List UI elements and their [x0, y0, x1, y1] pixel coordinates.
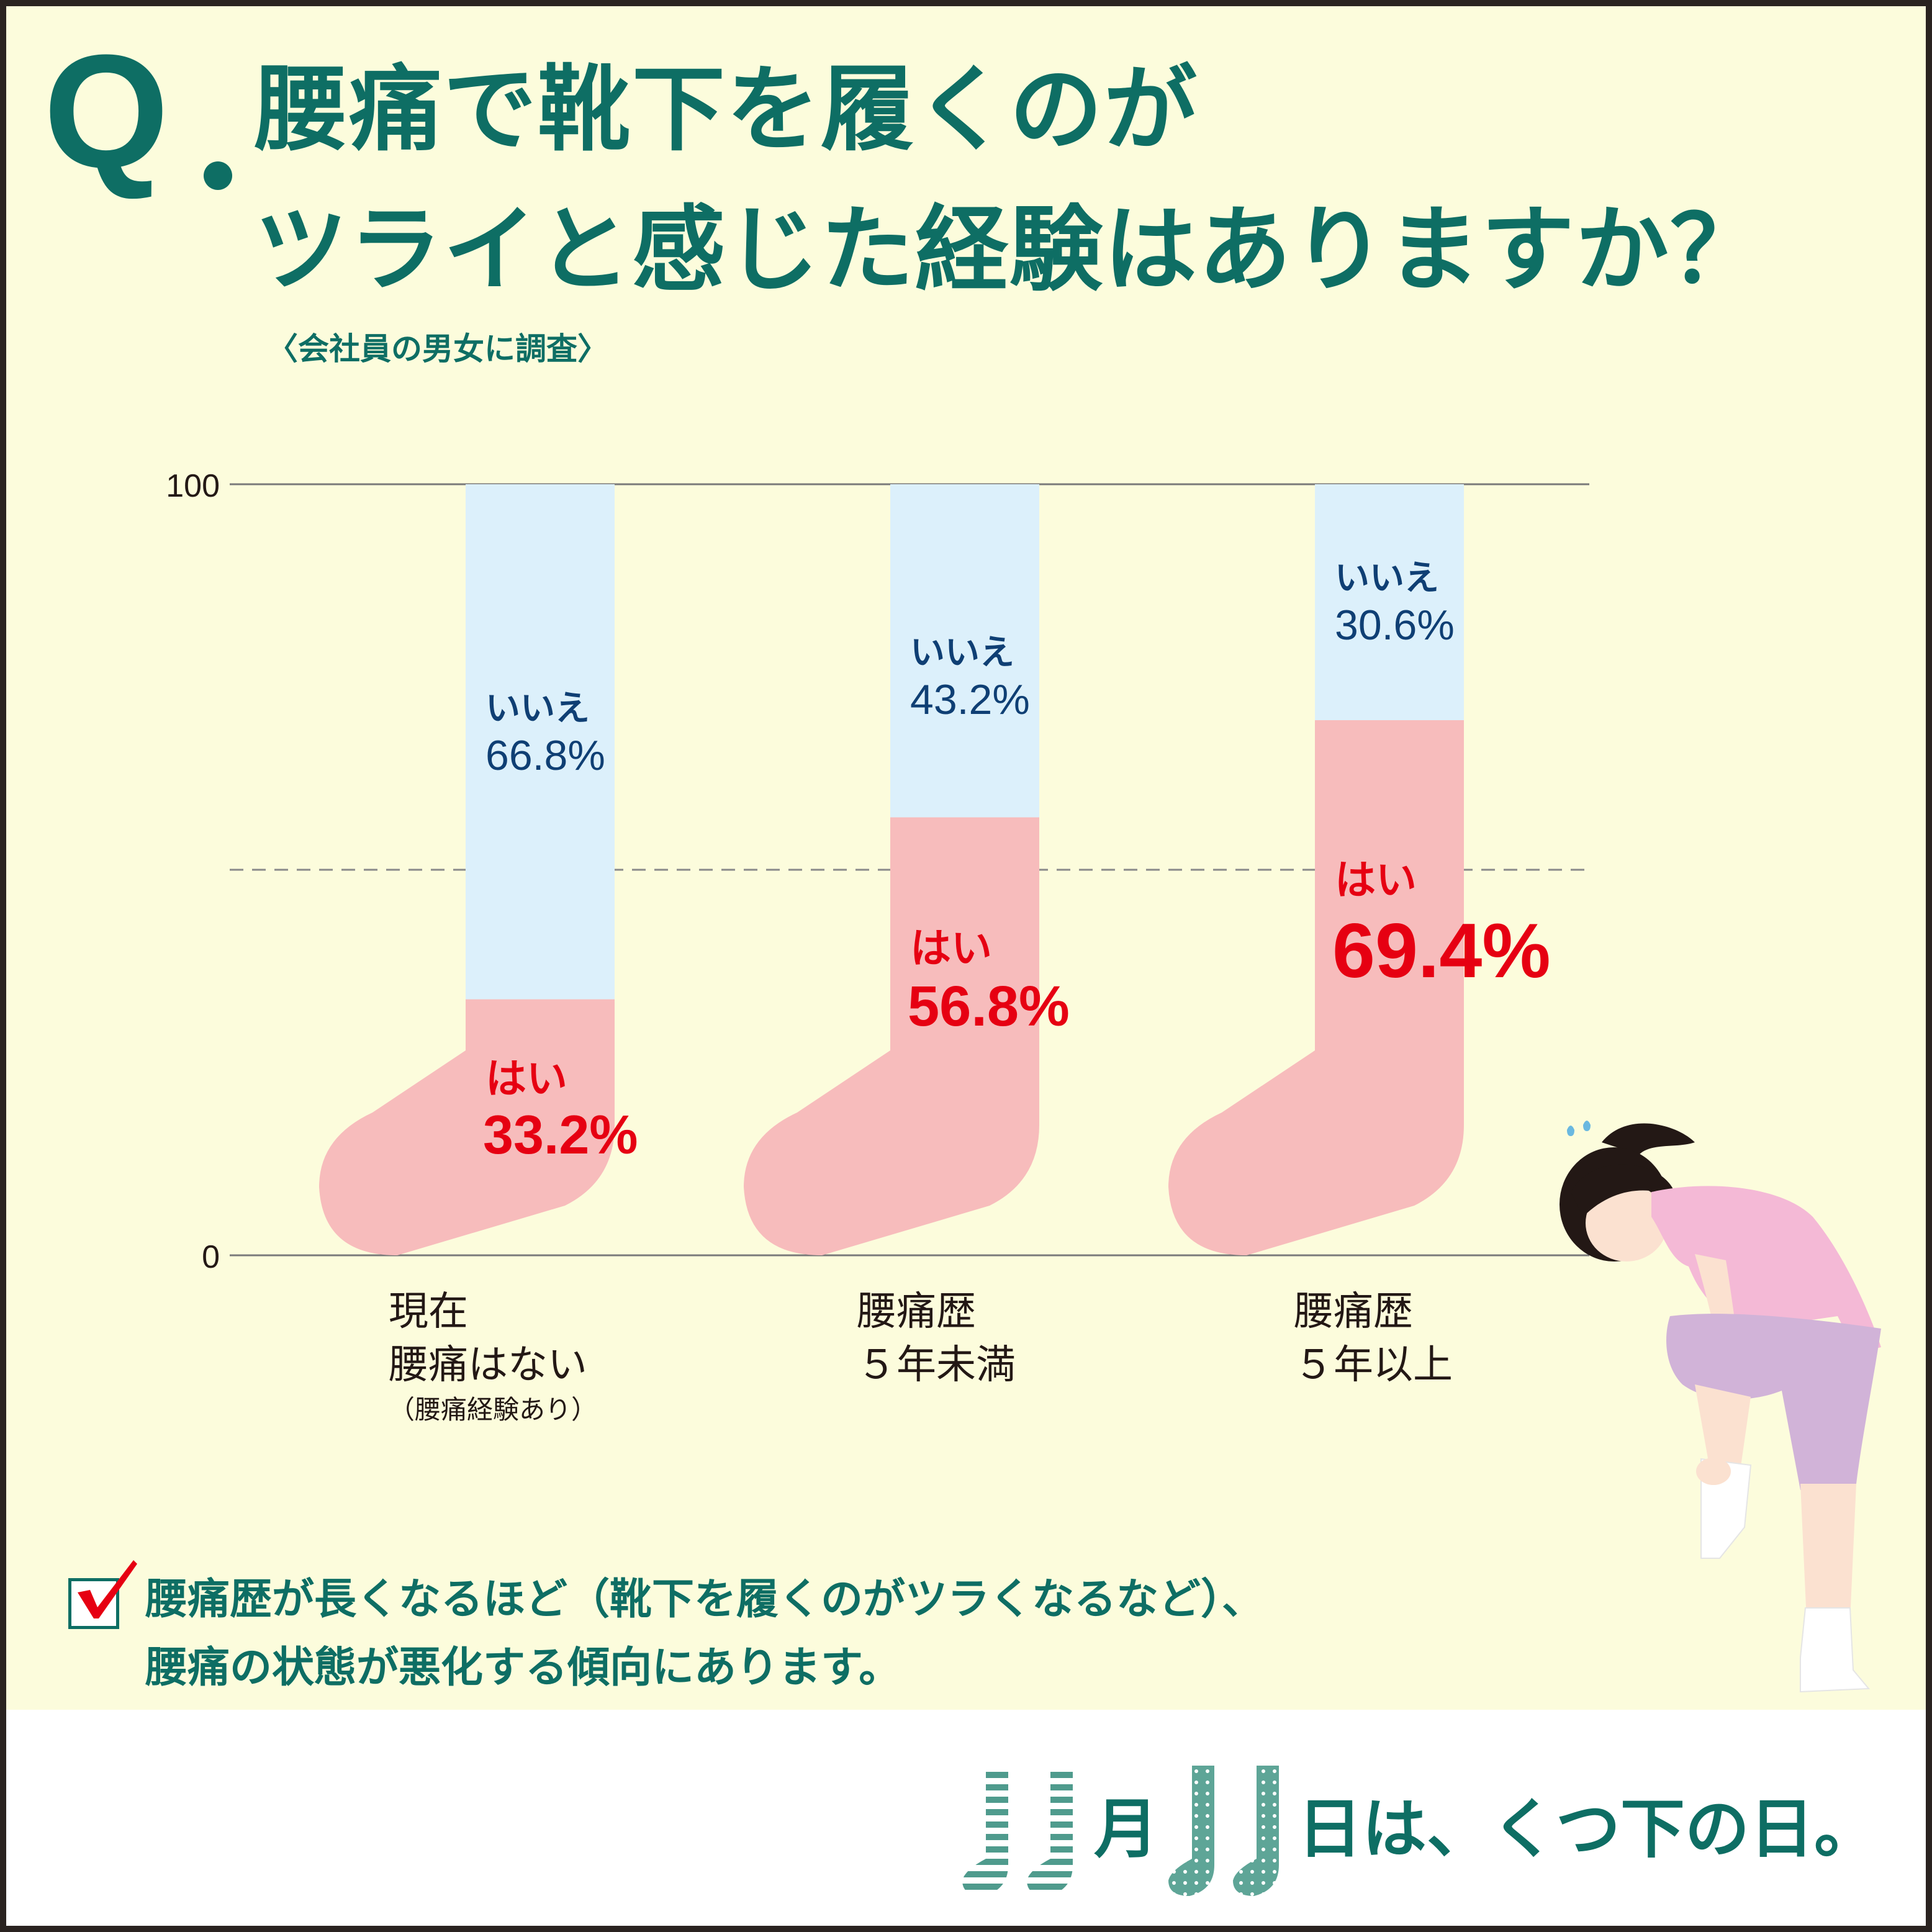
sock-icon-dotted-1 — [1168, 1766, 1214, 1896]
category-label-line2: ５年未満 — [857, 1342, 1016, 1389]
bar-segment-yes — [890, 817, 1039, 1088]
category-label-under-5-years: 腰痛歴 ５年未満 — [857, 1285, 1016, 1393]
category-label-line1: 腰痛歴 — [1294, 1289, 1413, 1335]
survey-subtitle: 〈会社員の男女に調査〉 — [267, 331, 608, 367]
note-line-1: 腰痛歴が長くなるほど（靴下を履くのがツラくなるなど）、 — [145, 1575, 1265, 1624]
category-label-note: （腰痛経験あり） — [389, 1394, 598, 1425]
category-label-no-pain: 現在 腰痛はない （腰痛経験あり） — [389, 1285, 597, 1427]
question-dot — [204, 161, 232, 190]
bar-segment-no — [1315, 484, 1464, 721]
series-label-no: いいえ — [1335, 558, 1439, 598]
category-label-line2: 腰痛はない — [389, 1342, 587, 1389]
data-label-no: 30.6% — [1335, 602, 1455, 649]
sock-icon-striped-1 — [962, 1766, 1008, 1896]
woman-putting-on-sock-illustration — [1560, 1121, 1881, 1693]
bar-segment-yes — [466, 999, 615, 1088]
y-tick-label: 100 — [166, 468, 220, 504]
y-tick-label: 0 — [202, 1239, 220, 1275]
checkbox-icon — [68, 1560, 137, 1629]
sock-foot-yes — [744, 1050, 1039, 1255]
series-label-yes: はい — [485, 1055, 567, 1103]
category-label-over-5-years: 腰痛歴 ５年以上 — [1294, 1285, 1453, 1393]
data-label-yes: 69.4% — [1332, 908, 1551, 994]
sock-bar-chart: 1000いいえ66.8%はい33.2%いいえ43.2%はい56.8%いいえ30.… — [166, 468, 1589, 1275]
category-label-line2: ５年以上 — [1294, 1342, 1453, 1389]
question-title-line-2: ツライと感じた経験はありますか？ — [255, 196, 1765, 304]
data-label-yes: 33.2% — [483, 1104, 638, 1165]
question-title-line-1: 腰痛で靴下を履くのが — [255, 56, 1199, 164]
sock-icon-striped-2 — [1027, 1766, 1073, 1896]
series-label-no: いいえ — [910, 633, 1014, 673]
bar-segment-no — [890, 484, 1039, 818]
bar-segment-no — [466, 484, 615, 1000]
data-label-yes: 56.8% — [908, 975, 1070, 1038]
sock-foot-yes — [319, 1050, 615, 1255]
data-label-no: 66.8% — [485, 732, 605, 779]
sock-foot-yes — [1168, 1050, 1464, 1255]
series-label-yes: はい — [910, 924, 992, 972]
category-label-line1: 現在 — [389, 1289, 468, 1335]
note-line-2: 腰痛の状態が悪化する傾向にあります。 — [145, 1643, 901, 1692]
category-label-line1: 腰痛歴 — [857, 1289, 976, 1335]
series-label-no: いいえ — [485, 688, 590, 729]
question-mark-letter: Q — [43, 22, 169, 202]
data-label-no: 43.2% — [910, 676, 1030, 723]
footer-day-text: 日は、くつ下の日。 — [1298, 1791, 1879, 1867]
footer-band: 月 日は、くつ下の日。 — [6, 1710, 1926, 1926]
footer-sock-icons — [962, 1766, 1279, 1896]
footer-month-word: 月 — [1094, 1791, 1159, 1867]
check-mark-icon — [78, 1560, 137, 1618]
infographic-panel: Q 腰痛で靴下を履くのが ツライと感じた経験はありますか？ 〈会社員の男女に調査… — [6, 6, 1926, 1926]
sock-icon-dotted-2 — [1233, 1766, 1279, 1896]
bar-segment-yes — [1315, 720, 1464, 1088]
series-label-yes: はい — [1335, 856, 1417, 904]
